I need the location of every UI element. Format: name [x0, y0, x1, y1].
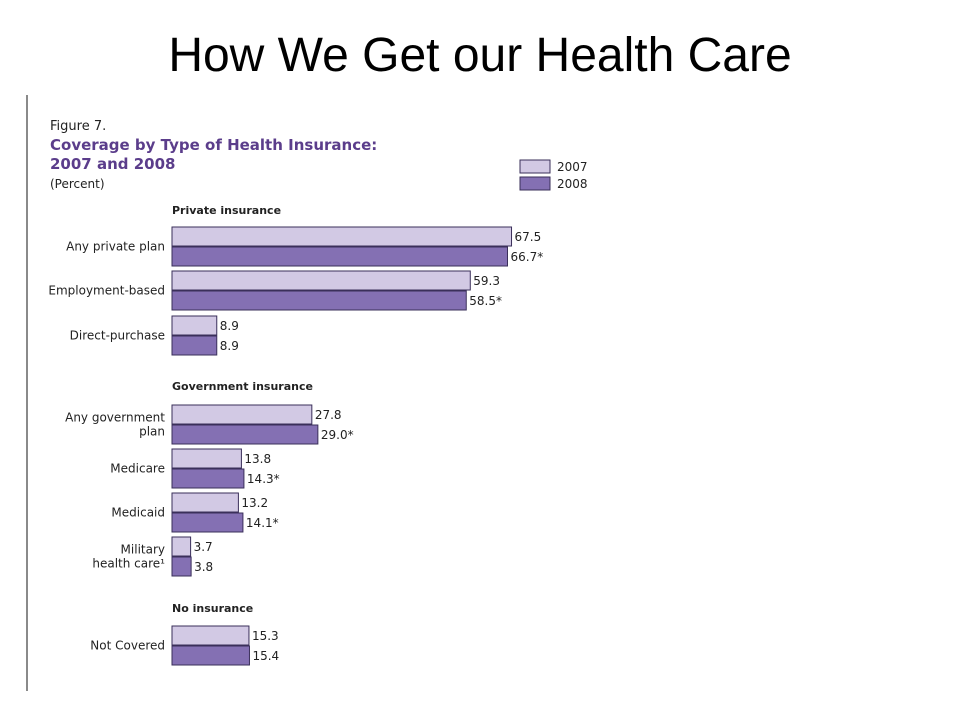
bar-2008: [171, 335, 218, 356]
chart-title-line2: 2007 and 2008: [50, 155, 175, 173]
category-label: Not Covered: [90, 639, 165, 653]
bar-2007: [171, 270, 471, 291]
bar-2008: [171, 468, 245, 489]
legend-swatch-2008: [519, 176, 551, 191]
left-divider: [26, 95, 28, 691]
data-label: 29.0*: [321, 428, 354, 442]
category-label: health care¹: [92, 557, 165, 571]
data-label: 15.4: [252, 649, 279, 663]
group-header: Government insurance: [172, 380, 313, 393]
data-label: 13.8: [244, 452, 271, 466]
data-label: 58.5*: [469, 294, 502, 308]
bar-2007: [171, 492, 239, 513]
data-label: 59.3: [473, 274, 500, 288]
bar-2007: [171, 625, 250, 646]
bars-layer: Private insurance 67.5 66.7* Any private pl…: [48, 204, 544, 666]
data-label: 3.7: [194, 540, 213, 554]
category-label: Direct-purchase: [70, 329, 165, 343]
data-label: 15.3: [252, 629, 279, 643]
data-label: 67.5: [515, 230, 542, 244]
bar-2007: [171, 404, 313, 425]
bar-2008: [171, 645, 250, 666]
legend: 2007 2008: [519, 159, 588, 191]
legend-label-2008: 2008: [557, 177, 588, 191]
data-label: 13.2: [241, 496, 268, 510]
legend-swatch-2007: [519, 159, 551, 174]
bar-2008: [171, 512, 244, 533]
data-label: 27.8: [315, 408, 342, 422]
data-label: 14.1*: [246, 516, 279, 530]
chart-title: Coverage by Type of Health Insurance:: [50, 136, 377, 154]
figure-label: Figure 7.: [50, 119, 106, 134]
bar-2007: [171, 448, 242, 469]
data-label: 14.3*: [247, 472, 280, 486]
slide-title: How We Get our Health Care: [168, 29, 792, 82]
data-label: 8.9: [220, 319, 239, 333]
bar-2008: [171, 424, 319, 445]
category-label: Medicaid: [111, 506, 165, 520]
data-label: 66.7*: [511, 250, 544, 264]
bar-2007: [171, 536, 192, 557]
bar-2008: [171, 246, 509, 267]
data-label: 8.9: [220, 339, 239, 353]
bar-2008: [171, 290, 467, 311]
legend-label-2007: 2007: [557, 160, 588, 174]
group-header: Private insurance: [172, 204, 281, 217]
data-label: 3.8: [194, 560, 213, 574]
bar-2007: [171, 315, 218, 336]
bar-2007: [171, 226, 513, 247]
chart-subtitle: (Percent): [50, 177, 105, 191]
category-label: Employment-based: [48, 284, 165, 298]
category-label: Military: [121, 543, 165, 557]
bar-2008: [171, 556, 192, 577]
group-header: No insurance: [172, 602, 253, 615]
category-label: Any private plan: [66, 240, 165, 254]
category-label: Medicare: [110, 462, 165, 476]
category-label: plan: [139, 425, 165, 439]
category-label: Any government: [65, 411, 165, 425]
